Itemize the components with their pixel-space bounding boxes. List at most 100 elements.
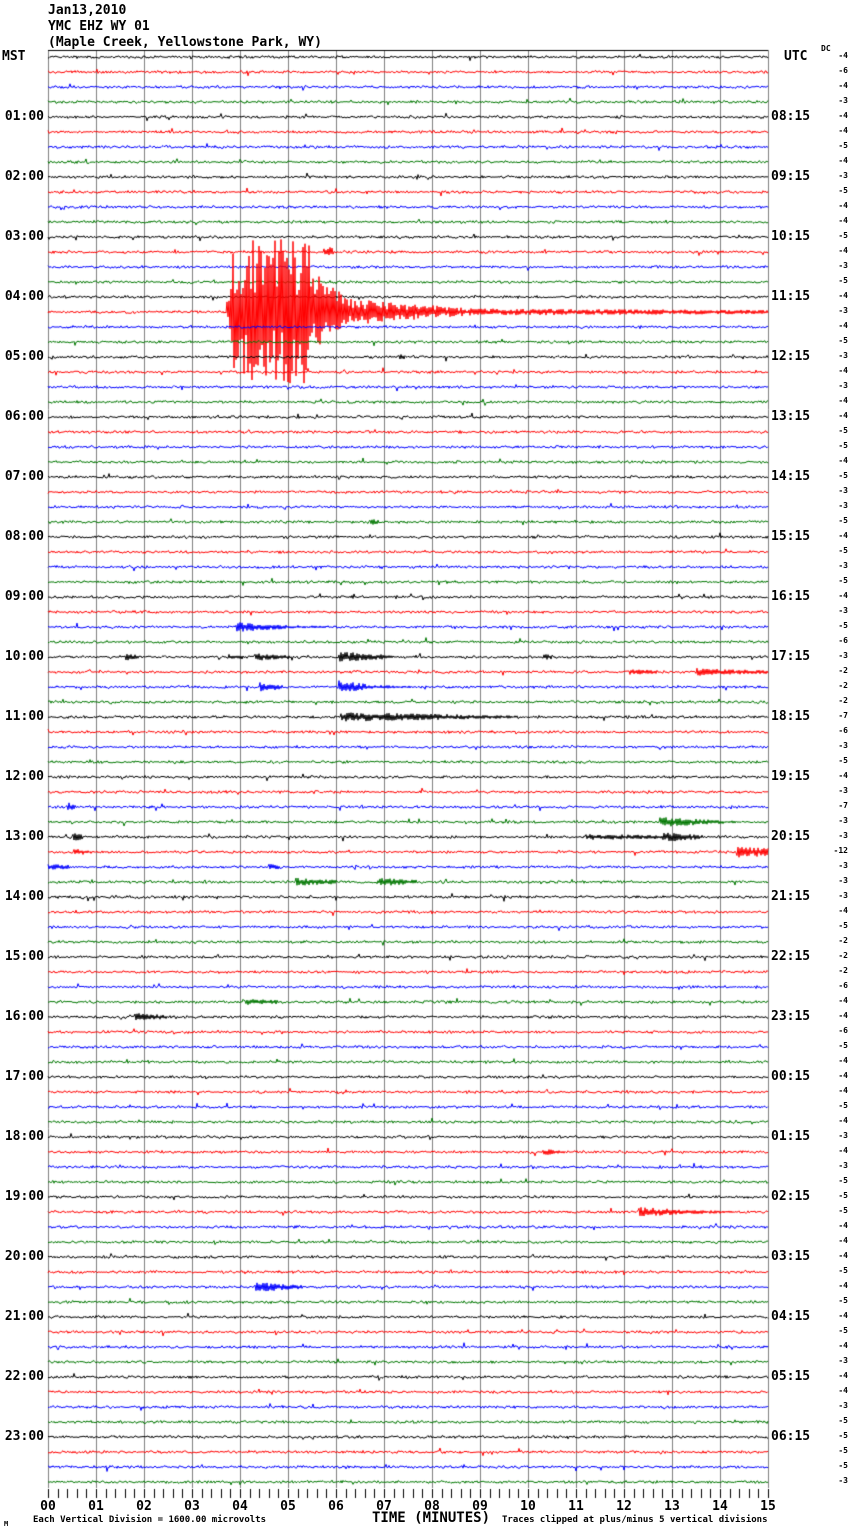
dc-offset-value: -5 [838, 576, 848, 585]
dc-offset-value: -4 [838, 1221, 848, 1230]
minute-label: 03 [184, 1499, 200, 1514]
dc-offset-value: -4 [838, 1251, 848, 1260]
dc-offset-value: -3 [838, 816, 848, 825]
dc-offset-value: -2 [838, 666, 848, 675]
mst-time-label: 03:00 [4, 229, 44, 244]
dc-offset-value: -5 [838, 921, 848, 930]
mst-time-label: 12:00 [4, 769, 44, 784]
mst-time-label: 05:00 [4, 349, 44, 364]
dc-offset-value: -4 [838, 1116, 848, 1125]
mst-time-label: 19:00 [4, 1189, 44, 1204]
dc-offset-value: -3 [838, 891, 848, 900]
dc-offset-value: -4 [838, 411, 848, 420]
mst-time-label: 18:00 [4, 1129, 44, 1144]
dc-offset-value: -4 [838, 81, 848, 90]
dc-offset-value: -7 [838, 711, 848, 720]
utc-time-label: 02:15 [771, 1189, 811, 1204]
dc-offset-value: -3 [838, 96, 848, 105]
utc-time-label: 04:15 [771, 1309, 811, 1324]
utc-time-label: 01:15 [771, 1129, 811, 1144]
dc-offset-value: -5 [838, 1041, 848, 1050]
dc-offset-value: -4 [838, 771, 848, 780]
dc-offset-value: -6 [838, 981, 848, 990]
dc-offset-value: -5 [838, 516, 848, 525]
dc-offset-value: -5 [838, 1206, 848, 1215]
dc-offset-value: -3 [838, 1161, 848, 1170]
utc-time-label: 22:15 [771, 949, 811, 964]
utc-time-label: 23:15 [771, 1009, 811, 1024]
utc-time-label: 05:15 [771, 1369, 811, 1384]
dc-offset-value: -3 [838, 171, 848, 180]
title-block: Jan13,2010 YMC EHZ WY 01 (Maple Creek, Y… [48, 3, 322, 51]
dc-offset-value: -3 [838, 831, 848, 840]
footer-mark: M [4, 1520, 9, 1528]
dc-offset-value: -6 [838, 66, 848, 75]
minute-label: 09 [472, 1499, 488, 1514]
xaxis-title: TIME (MINUTES) [372, 1510, 491, 1526]
dc-offset-value: -2 [838, 936, 848, 945]
mst-time-label: 23:00 [4, 1429, 44, 1444]
dc-offset-value: -5 [838, 1446, 848, 1455]
minute-label: 07 [376, 1499, 392, 1514]
dc-offset-value: -4 [838, 246, 848, 255]
mst-time-label: 16:00 [4, 1009, 44, 1024]
dc-offset-value: -4 [838, 156, 848, 165]
dc-offset-value: -5 [838, 1461, 848, 1470]
minute-label: 15 [760, 1499, 776, 1514]
dc-offset-value: -5 [838, 1416, 848, 1425]
utc-time-label: 13:15 [771, 409, 811, 424]
dc-offset-value: -3 [838, 351, 848, 360]
mst-time-label: 20:00 [4, 1249, 44, 1264]
scale-note: Each Vertical Division = 1600.00 microvo… [33, 1515, 266, 1525]
dc-offset-value: -2 [838, 696, 848, 705]
dc-offset-value: -5 [838, 426, 848, 435]
dc-offset-value: -3 [838, 1131, 848, 1140]
mst-header: MST [2, 49, 26, 64]
dc-offset-value: -6 [838, 636, 848, 645]
utc-time-label: 15:15 [771, 529, 811, 544]
minute-label: 10 [520, 1499, 536, 1514]
dc-offset-value: -3 [838, 651, 848, 660]
dc-offset-value: -2 [838, 966, 848, 975]
utc-time-label: 12:15 [771, 349, 811, 364]
minute-label: 01 [88, 1499, 104, 1514]
dc-offset-value: -3 [838, 561, 848, 570]
dc-offset-value: -4 [838, 51, 848, 60]
dc-offset-value: -3 [838, 1476, 848, 1485]
minute-label: 13 [664, 1499, 680, 1514]
dc-offset-value: -6 [838, 1026, 848, 1035]
minute-label: 14 [712, 1499, 728, 1514]
utc-time-label: 18:15 [771, 709, 811, 724]
dc-offset-value: -4 [838, 1071, 848, 1080]
dc-offset-value: -5 [838, 1296, 848, 1305]
dc-offset-value: -4 [838, 126, 848, 135]
title-station: YMC EHZ WY 01 [48, 19, 150, 34]
dc-offset-value: -4 [838, 366, 848, 375]
minute-label: 11 [568, 1499, 584, 1514]
mst-time-label: 02:00 [4, 169, 44, 184]
utc-time-label: 06:15 [771, 1429, 811, 1444]
dc-offset-value: -4 [838, 996, 848, 1005]
dc-offset-value: -5 [838, 621, 848, 630]
dc-offset-value: -4 [838, 456, 848, 465]
clip-note: Traces clipped at plus/minus 5 vertical … [502, 1515, 768, 1525]
utc-time-label: 19:15 [771, 769, 811, 784]
utc-time-label: 20:15 [771, 829, 811, 844]
utc-time-label: 14:15 [771, 469, 811, 484]
dc-offset-value: -4 [838, 1281, 848, 1290]
dc-offset-value: -4 [838, 201, 848, 210]
utc-header: UTC [784, 49, 808, 64]
dc-offset-value: -5 [838, 336, 848, 345]
dc-offset-value: -4 [838, 1146, 848, 1155]
mst-time-label: 22:00 [4, 1369, 44, 1384]
mst-time-label: 06:00 [4, 409, 44, 424]
dc-offset-value: -12 [833, 846, 848, 855]
title-location: (Maple Creek, Yellowstone Park, WY) [48, 35, 322, 50]
dc-offset-value: -4 [838, 321, 848, 330]
utc-time-label: 08:15 [771, 109, 811, 124]
dc-offset-value: -6 [838, 726, 848, 735]
dc-offset-value: -4 [838, 1236, 848, 1245]
dc-offset-value: -5 [838, 231, 848, 240]
dc-offset-value: -4 [838, 906, 848, 915]
